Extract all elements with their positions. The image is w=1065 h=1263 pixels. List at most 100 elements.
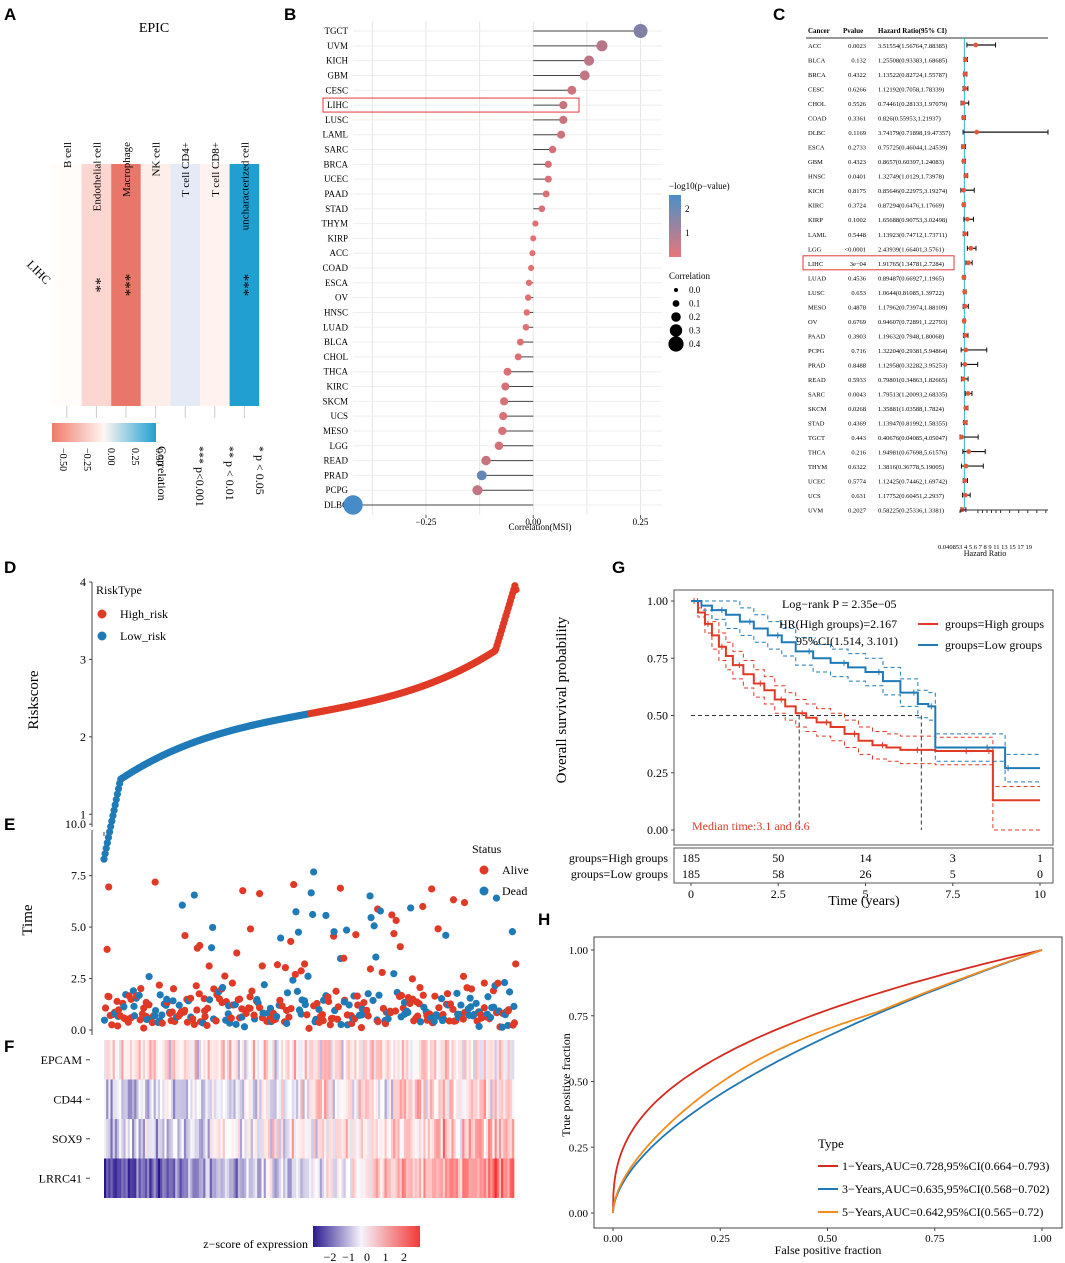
f-heat-cell [119,1040,122,1080]
f-heat-cell [298,1158,301,1198]
f-heat-cell [250,1119,254,1159]
f-heat-cell [388,1040,392,1080]
f-heat-cell [205,1040,208,1080]
panel-a-row-label: LIHC [24,257,54,287]
f-heat-cell [157,1040,161,1080]
f-heat-cell [231,1040,234,1080]
panel-label-g: G [612,558,625,577]
f-heat-cell [242,1119,245,1159]
c-row-pvalue-0: 0.0023 [848,43,866,50]
f-heat-cell [509,1158,513,1198]
f-heat-cell [179,1119,182,1159]
f-heat-cell [306,1158,310,1198]
f-heat-cell [224,1079,228,1119]
e-status-point [281,964,289,972]
f-heat-cell [421,1158,424,1198]
c-row-pvalue-25: 0.0268 [848,406,866,413]
f-heat-cell [449,1079,452,1119]
f-heat-cell [231,1158,234,1198]
c-hr-point-5 [961,115,966,120]
f-legend-bar [313,1226,420,1247]
b-legend-size-dot-0 [674,288,678,292]
g-censor-mark [718,643,725,650]
f-heat-cell [201,1040,204,1080]
f-heat-cell [492,1158,495,1198]
f-heat-cell [192,1079,195,1119]
e-status-point [212,1017,220,1025]
a-legend-tick-1: −0.25 [81,448,92,471]
f-heat-cell [153,1119,157,1159]
e-status-point [419,902,427,911]
f-heat-cell [460,1119,463,1159]
b-xtick-label-0: −0.25 [416,517,437,527]
f-heat-cell [222,1040,226,1080]
f-heat-cell [350,1158,353,1198]
b-legend-p-title: −log10(p−value) [669,181,730,191]
f-heat-cell [211,1040,215,1080]
f-heat-cell [321,1079,325,1119]
f-heat-cell [136,1040,139,1080]
f-heat-cell [397,1158,400,1198]
f-heat-cell [222,1158,226,1198]
f-heat-cell [412,1040,416,1080]
panel-c-forest-plot: Cancer Pvalue Hazard Ratio(95% CI) ACC 0.002… [802,27,1049,558]
f-heat-cell [283,1119,286,1159]
f-heat-cell [468,1040,472,1080]
f-heat-cell [233,1119,236,1159]
f-heat-cell [421,1119,424,1159]
f-heat-cell [429,1158,433,1198]
f-heat-cell [196,1119,200,1159]
f-heat-cell [229,1158,232,1198]
f-heat-cell [198,1040,202,1080]
h-ytick-label-1: 0.25 [569,1142,589,1154]
f-heat-cell [209,1119,213,1159]
f-heat-cell [140,1158,144,1198]
e-status-point [480,979,488,987]
f-heat-cell [220,1158,223,1198]
heat-cell-1 [81,164,112,406]
c-row-hr-27: 0.40676(0.04085,4.05047) [878,435,947,442]
e-status-point [227,1014,235,1022]
f-heat-cell [421,1040,424,1080]
f-heat-cell [289,1158,293,1198]
f-heat-cell [261,1079,264,1119]
f-heat-cell [496,1040,500,1080]
f-heat-cell [460,1040,463,1080]
f-heat-cell [507,1158,510,1198]
a-legend-tick-3: 0.25 [129,448,140,466]
f-heat-cell [104,1119,107,1159]
e-status-point [103,945,111,953]
f-heat-cell [138,1040,141,1080]
c-row-hr-16: 0.89487(0.66927,1.1965) [878,275,944,282]
c-hr-point-0 [973,42,979,48]
f-heat-cell [268,1158,271,1198]
f-heat-cell [490,1158,493,1198]
f-heat-cell [339,1040,342,1080]
b-dot-uvm [596,40,608,52]
e-status-point [255,1004,264,1012]
f-heat-cell [170,1158,174,1198]
c-hr-point-9 [963,173,969,179]
f-heat-cell [313,1040,316,1080]
f-heat-cell [416,1040,420,1080]
f-heat-cell [304,1119,308,1159]
c-row-pvalue-23: 0.5933 [848,377,866,384]
g-ytick-label-2: 0.50 [647,709,668,723]
f-heat-cell [160,1119,163,1159]
f-heat-cell [218,1079,221,1119]
f-heat-cell [108,1040,111,1080]
panel-h-xlabel: False positive fraction [775,1243,882,1257]
f-heat-cell [509,1079,513,1119]
c-row-pvalue-28: 0.216 [851,450,866,457]
f-heat-cell [250,1040,254,1080]
f-heat-cell [501,1040,504,1080]
f-heat-cell [403,1040,407,1080]
f-heat-cell [451,1119,454,1159]
e-status-point [256,889,264,898]
f-heat-cell [164,1119,167,1159]
f-heat-cell [457,1040,461,1080]
f-heat-cell [151,1040,154,1080]
heat-star-6: *** [235,274,251,297]
g-censor-mark [694,598,701,604]
f-heat-cell [326,1119,329,1159]
